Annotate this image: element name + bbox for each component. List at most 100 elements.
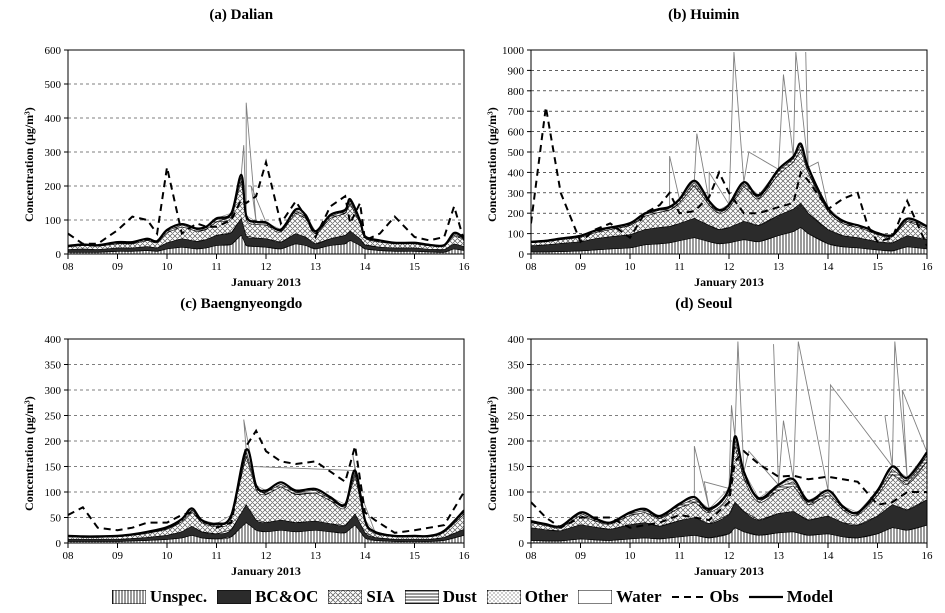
x-axis-label: January 2013 — [694, 275, 764, 289]
svg-text:12: 12 — [261, 261, 272, 273]
legend-label-unspec: Unspec. — [150, 587, 207, 607]
svg-text:08: 08 — [63, 261, 75, 273]
svg-text:10: 10 — [624, 261, 636, 273]
legend: Unspec. — [0, 583, 945, 613]
y-axis-label: Concentration (μg/m³) — [22, 396, 37, 511]
svg-text:200: 200 — [507, 436, 524, 448]
svg-text:150: 150 — [45, 462, 62, 474]
svg-text:12: 12 — [723, 550, 734, 562]
svg-text:10: 10 — [624, 550, 636, 562]
legend-item-dust: Dust — [405, 587, 477, 607]
legend-swatch-water — [578, 590, 612, 604]
panel-a: (a) Dalian Concentration (μg/m³) — [10, 5, 473, 294]
svg-text:400: 400 — [507, 334, 524, 346]
svg-text:400: 400 — [45, 334, 62, 346]
svg-text:250: 250 — [45, 411, 62, 423]
legend-item-water: Water — [578, 587, 661, 607]
x-axis-label: January 2013 — [694, 564, 764, 578]
svg-text:16: 16 — [921, 261, 933, 273]
svg-text:08: 08 — [525, 261, 537, 273]
svg-text:50: 50 — [513, 513, 525, 525]
svg-text:15: 15 — [872, 261, 884, 273]
legend-swatch-other — [487, 590, 521, 604]
panel-d: (d) Seoul Concentration (μg/m³) — [473, 294, 936, 583]
svg-text:300: 300 — [45, 147, 62, 159]
legend-item-unspec: Unspec. — [112, 587, 207, 607]
svg-text:500: 500 — [45, 79, 62, 91]
x-axis-label: January 2013 — [231, 564, 301, 578]
legend-label-other: Other — [525, 587, 568, 607]
svg-text:700: 700 — [507, 106, 524, 118]
chart-svg: 050100150200250300350400 080910111213141… — [10, 315, 472, 583]
x-axis-label: January 2013 — [231, 275, 301, 289]
svg-text:400: 400 — [507, 167, 524, 179]
legend-label-obs: Obs — [710, 587, 739, 607]
legend-item-sia: SIA — [328, 587, 394, 607]
svg-text:08: 08 — [525, 550, 537, 562]
svg-text:200: 200 — [45, 436, 62, 448]
legend-label-dust: Dust — [443, 587, 477, 607]
svg-text:09: 09 — [575, 550, 587, 562]
svg-text:1000: 1000 — [502, 45, 525, 57]
legend-label-model: Model — [787, 587, 833, 607]
svg-text:800: 800 — [507, 86, 524, 98]
legend-label-sia: SIA — [366, 587, 394, 607]
svg-text:09: 09 — [112, 261, 124, 273]
legend-label-bcoc: BC&OC — [255, 587, 318, 607]
svg-text:150: 150 — [507, 462, 524, 474]
svg-text:15: 15 — [409, 550, 421, 562]
legend-item-other: Other — [487, 587, 568, 607]
chart-title: (c) Baengnyeongdo — [10, 296, 473, 313]
svg-text:50: 50 — [50, 513, 62, 525]
y-axis-label: Concentration (μg/m³) — [485, 107, 500, 222]
legend-item-obs: Obs — [672, 587, 739, 607]
svg-text:13: 13 — [310, 550, 322, 562]
svg-text:0: 0 — [518, 249, 524, 261]
y-axis-label: Concentration (μg/m³) — [22, 107, 37, 222]
chart-title: (a) Dalian — [10, 7, 473, 24]
svg-text:0: 0 — [518, 538, 524, 550]
svg-text:350: 350 — [45, 360, 62, 372]
svg-text:09: 09 — [575, 261, 587, 273]
svg-text:16: 16 — [459, 261, 471, 273]
svg-text:15: 15 — [872, 550, 884, 562]
svg-text:11: 11 — [674, 550, 685, 562]
svg-text:300: 300 — [45, 385, 62, 397]
legend-item-bcoc: BC&OC — [217, 587, 318, 607]
chart-svg: 050100150200250300350400 080910111213141… — [473, 315, 935, 583]
svg-text:200: 200 — [507, 208, 524, 220]
svg-text:11: 11 — [211, 261, 222, 273]
svg-text:500: 500 — [507, 147, 524, 159]
svg-text:16: 16 — [921, 550, 933, 562]
legend-swatch-bcoc — [217, 590, 251, 604]
legend-item-model: Model — [749, 587, 833, 607]
svg-text:08: 08 — [63, 550, 75, 562]
svg-text:12: 12 — [261, 550, 272, 562]
svg-text:100: 100 — [507, 229, 524, 241]
panel-c: (c) Baengnyeongdo Concentration (μg/m³) — [10, 294, 473, 583]
svg-text:300: 300 — [507, 188, 524, 200]
chart-svg: 0100200300400500600 080910111213141516 J… — [10, 26, 472, 294]
legend-label-water: Water — [616, 587, 661, 607]
svg-text:250: 250 — [507, 411, 524, 423]
svg-text:900: 900 — [507, 65, 524, 77]
svg-text:09: 09 — [112, 550, 124, 562]
svg-text:10: 10 — [162, 550, 174, 562]
svg-text:300: 300 — [507, 385, 524, 397]
svg-text:0: 0 — [56, 249, 62, 261]
svg-text:200: 200 — [45, 181, 62, 193]
legend-swatch-sia — [328, 590, 362, 604]
svg-text:14: 14 — [822, 261, 834, 273]
svg-text:13: 13 — [310, 261, 322, 273]
svg-text:100: 100 — [45, 215, 62, 227]
chart-title: (d) Seoul — [473, 296, 936, 313]
svg-text:12: 12 — [723, 261, 734, 273]
svg-text:14: 14 — [360, 550, 372, 562]
chart-grid: (a) Dalian Concentration (μg/m³) — [0, 0, 945, 583]
svg-text:13: 13 — [773, 550, 785, 562]
svg-text:16: 16 — [459, 550, 471, 562]
svg-text:400: 400 — [45, 113, 62, 125]
svg-text:14: 14 — [360, 261, 372, 273]
legend-swatch-unspec — [112, 590, 146, 604]
svg-text:11: 11 — [211, 550, 222, 562]
